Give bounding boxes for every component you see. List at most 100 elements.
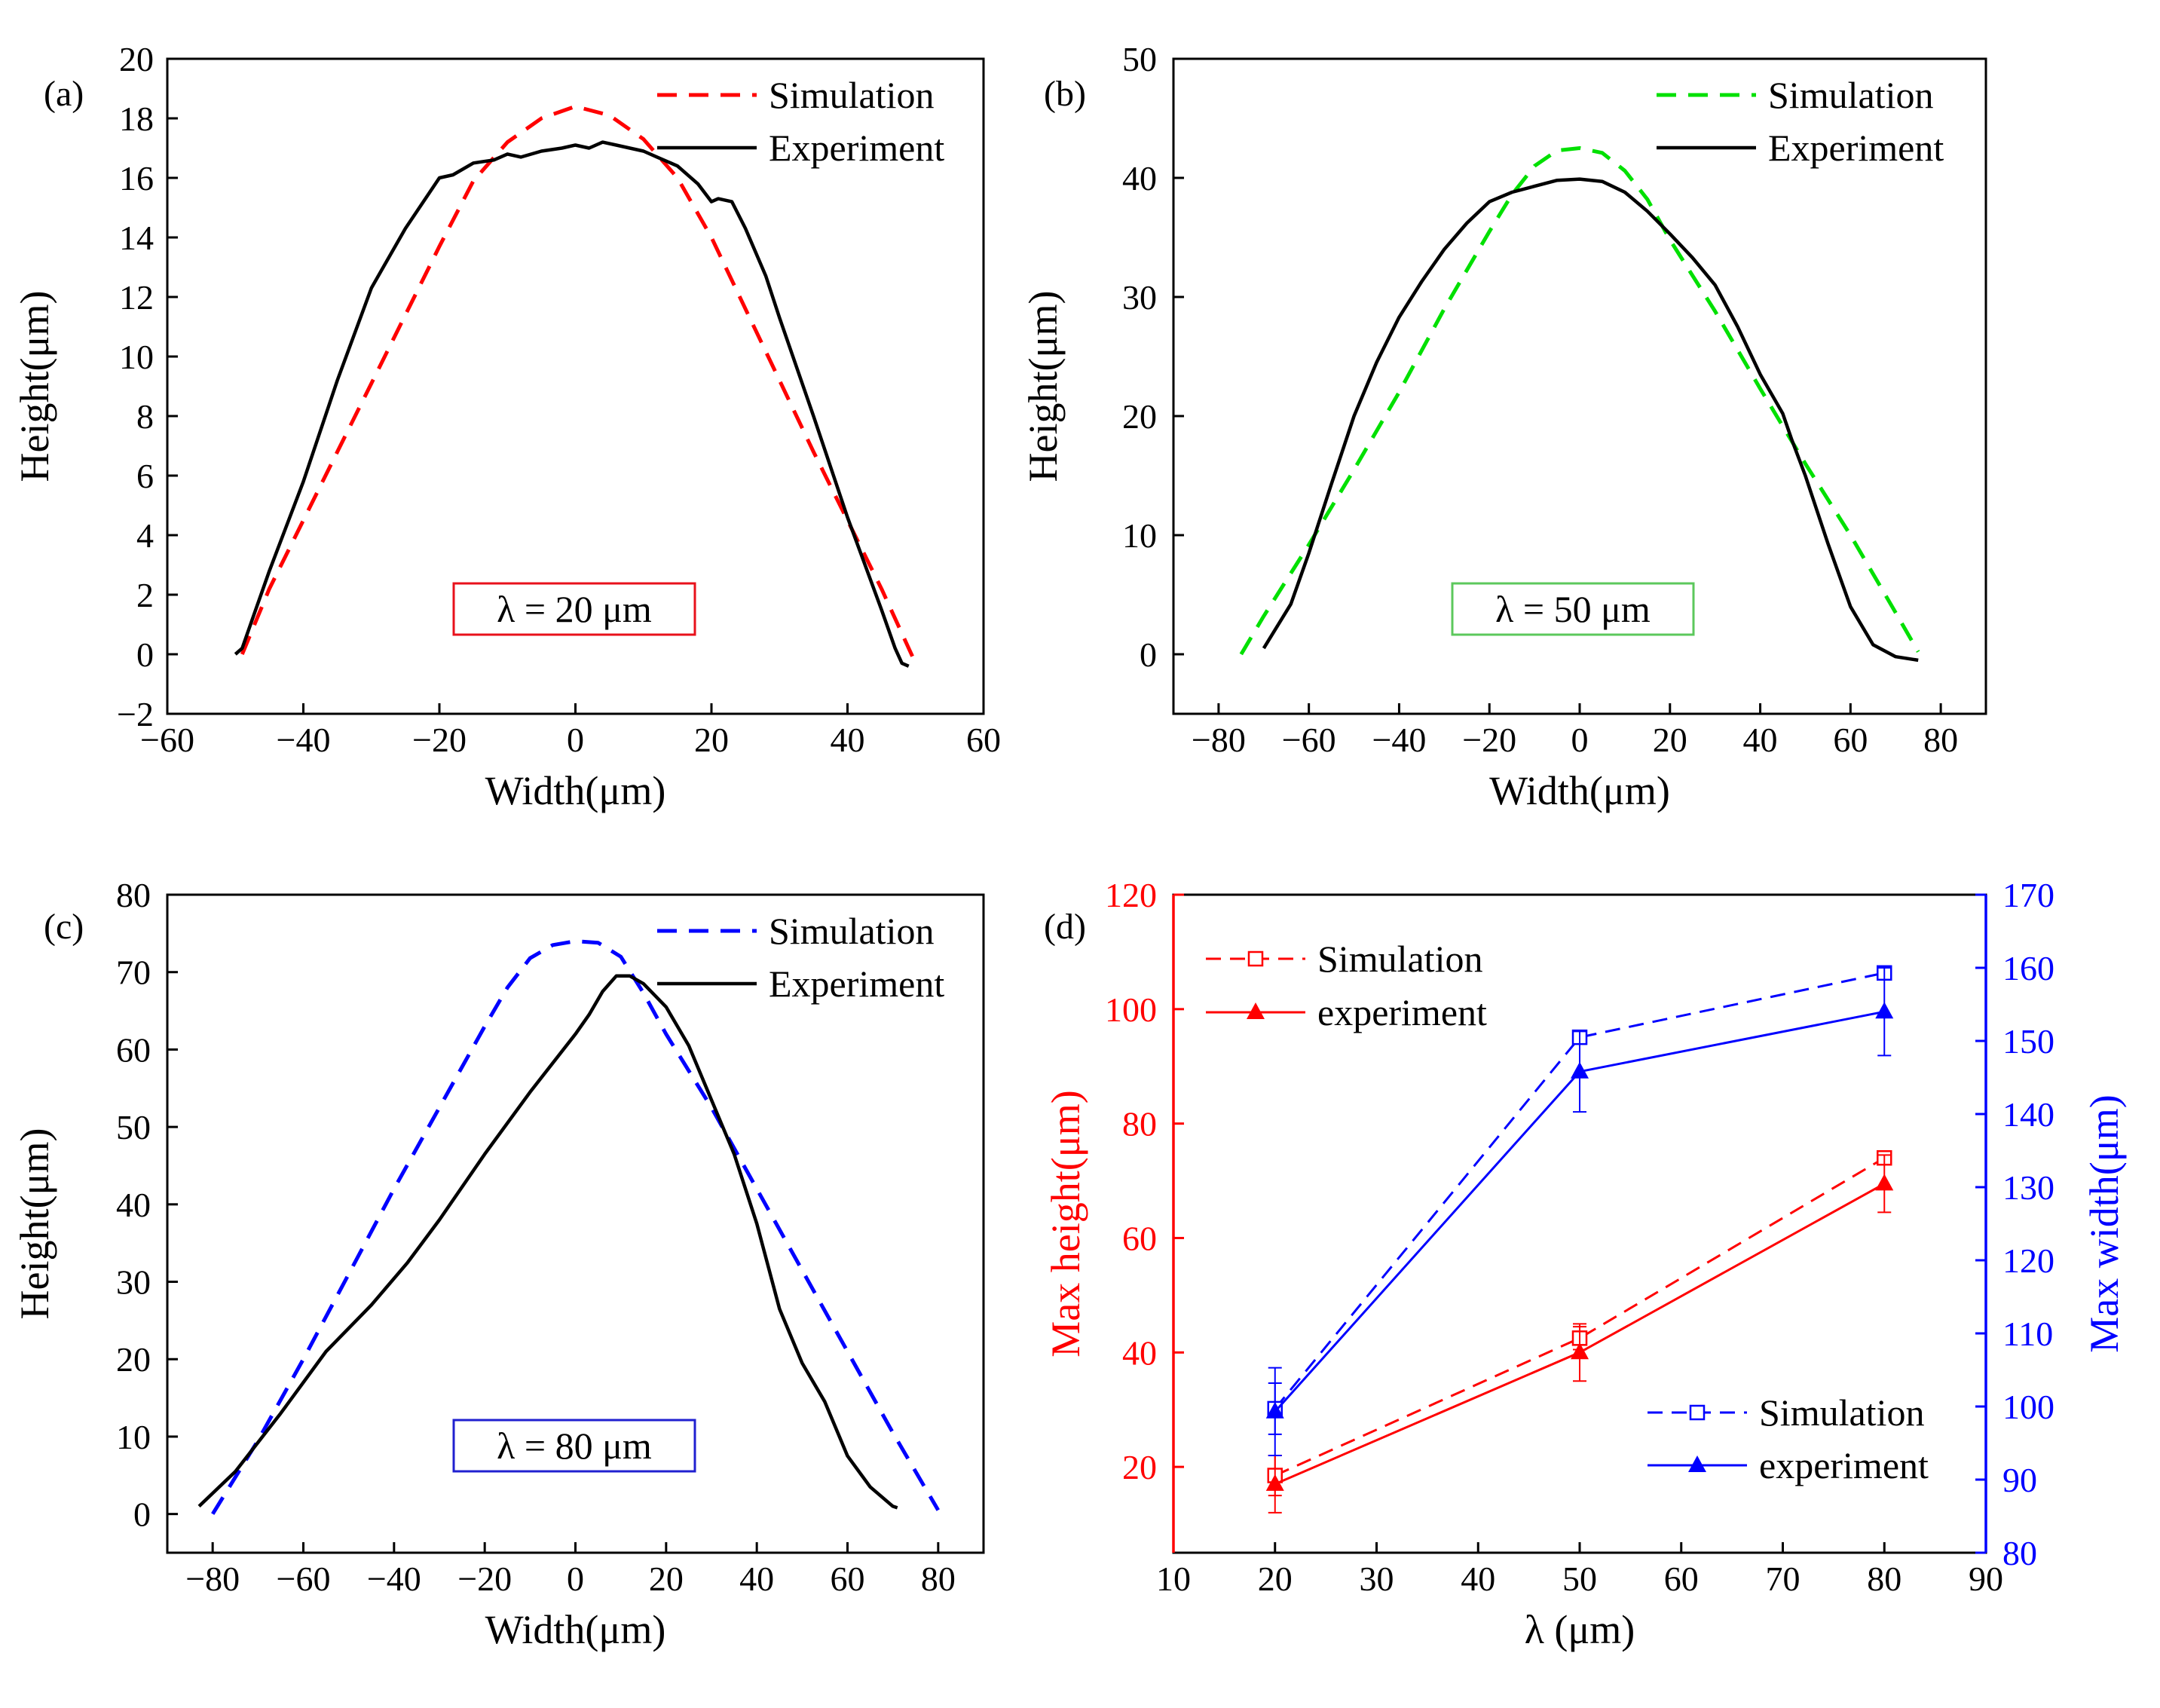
legend-marker [1688,1455,1706,1472]
x-tick-label: −40 [367,1560,421,1598]
x-tick-label: 80 [1867,1560,1901,1598]
panel-label-group: (a) [44,74,84,114]
y-tick-label: 20 [1122,397,1157,436]
panel-label-group: (c) [44,907,84,947]
y-tick-label: 2 [136,576,154,614]
x-tick-label: 40 [739,1560,774,1598]
y-tick-label: 18 [119,99,154,138]
x-tick-label: 20 [1258,1560,1293,1598]
y-right-tick-label: 130 [2002,1168,2054,1207]
y-tick-label: 12 [119,278,154,317]
y-tick-label: 50 [116,1108,151,1146]
x-tick-label: 0 [567,1560,584,1598]
panel-b-chart: −80 −60 −40 −20 0 20 40 60 80 0 10 20 30 40 50 Width(μm… [1020,40,1987,813]
panel-label: (a) [44,74,84,114]
x-tick-label: −80 [1192,721,1246,759]
series-line-experiment [197,974,898,1510]
x-tick-label: 60 [831,1560,865,1598]
y-tick-label: 16 [119,159,154,197]
x-tick-label: −60 [1282,721,1336,759]
x-tick-label: 40 [1743,721,1778,759]
x-tick-label: −40 [277,721,331,759]
panel-label-group: (d) [1044,907,1086,947]
x-tick-label: 80 [1923,721,1958,759]
x-tick-label: −40 [1372,721,1426,759]
series-line-left-simulation [1274,1156,1886,1477]
y-right-tick-label: 80 [2002,1534,2037,1572]
lambda-annotation: λ = 20 μm [497,588,652,630]
y-tick-label: 10 [1122,516,1157,555]
y-tick-label: 60 [116,1030,151,1069]
x-tick-label: 30 [1360,1560,1394,1598]
legend-marker [1247,950,1264,967]
y-tick-label: 6 [136,457,154,495]
legend-marker [1689,1404,1706,1421]
y-right-axis-title: Max width(μm) [2082,1094,2127,1352]
x-axis-title: Width(μm) [485,1607,666,1652]
x-tick-label: 20 [649,1560,684,1598]
data-point-left-experiment [1571,1342,1589,1360]
series-line-simulation [240,104,918,664]
y-tick-label: 40 [1122,159,1157,197]
x-tick-label: 50 [1562,1560,1597,1598]
x-tick-label: 20 [1653,721,1687,759]
lambda-annotation-box [452,1419,696,1473]
y-axis-title: Height(μm) [12,291,57,482]
y-tick-label: 60 [1122,1219,1157,1257]
y-tick-label: 10 [119,338,154,376]
y-tick-label: 80 [116,876,151,914]
y-tick-label: 30 [116,1263,151,1302]
y-axis-title: Height(μm) [1020,291,1066,482]
y-tick-label: 20 [116,1340,151,1379]
x-tick-label: −20 [457,1560,512,1598]
x-tick-label: −80 [185,1560,240,1598]
legend-label: Simulation [1317,938,1482,980]
y-tick-label: 4 [136,516,154,555]
y-tick-label: 10 [116,1418,151,1456]
y-tick-label: 100 [1105,990,1157,1029]
y-right-tick-label: 120 [2002,1241,2054,1280]
data-point-right-experiment [1265,1401,1284,1419]
y-tick-label: 20 [119,40,154,78]
y-right-tick-label: 140 [2002,1095,2054,1134]
x-axis-title: Width(μm) [485,768,666,813]
x-tick-label: −20 [1462,721,1516,759]
y-tick-label: 40 [116,1186,151,1224]
y-tick-label: 0 [1140,635,1157,674]
x-tick-label: 0 [567,721,584,759]
y-tick-label: 120 [1105,876,1157,914]
x-tick-label: 40 [1461,1560,1495,1598]
legend-label: Simulation [1759,1391,1924,1434]
x-axis-title: Width(μm) [1489,768,1670,813]
y-right-tick-label: 110 [2002,1315,2053,1353]
x-axis-title: λ (μm) [1525,1607,1635,1652]
panel-label: (d) [1044,907,1086,947]
y-tick-label: 0 [136,635,154,674]
panel-label-group: (b) [1044,74,1086,114]
y-right-tick-label: 160 [2002,949,2054,987]
legend-label-experiment: Experiment [1768,127,1944,169]
y-axis-title: Height(μm) [12,1128,57,1320]
y-tick-label: 40 [1122,1333,1157,1372]
y-tick-label: 50 [1122,40,1157,78]
y-right-tick-label: 90 [2002,1461,2037,1499]
legend-label-experiment: Experiment [769,127,944,169]
legend-label: experiment [1317,991,1487,1033]
y-tick-label: 14 [119,219,154,257]
x-tick-label: 20 [694,721,729,759]
x-tick-label: 60 [1833,721,1868,759]
x-tick-label: 10 [1156,1560,1191,1598]
x-tick-label: 40 [831,721,865,759]
panel-a-chart: −60 −40 −20 0 20 40 60−202468101214161820Width… [12,40,1001,813]
lambda-annotation: λ = 80 μm [497,1425,652,1467]
legend-label: experiment [1759,1444,1929,1486]
y-tick-label: 20 [1122,1448,1157,1486]
data-point-left-experiment [1265,1474,1284,1491]
y-tick-label: 0 [133,1495,151,1534]
y-right-tick-label: 150 [2002,1022,2054,1061]
y-right-tick-label: 100 [2002,1388,2054,1426]
panel-label: (b) [1044,74,1086,114]
x-tick-label: 90 [1969,1560,2003,1598]
x-tick-label: 0 [1571,721,1589,759]
